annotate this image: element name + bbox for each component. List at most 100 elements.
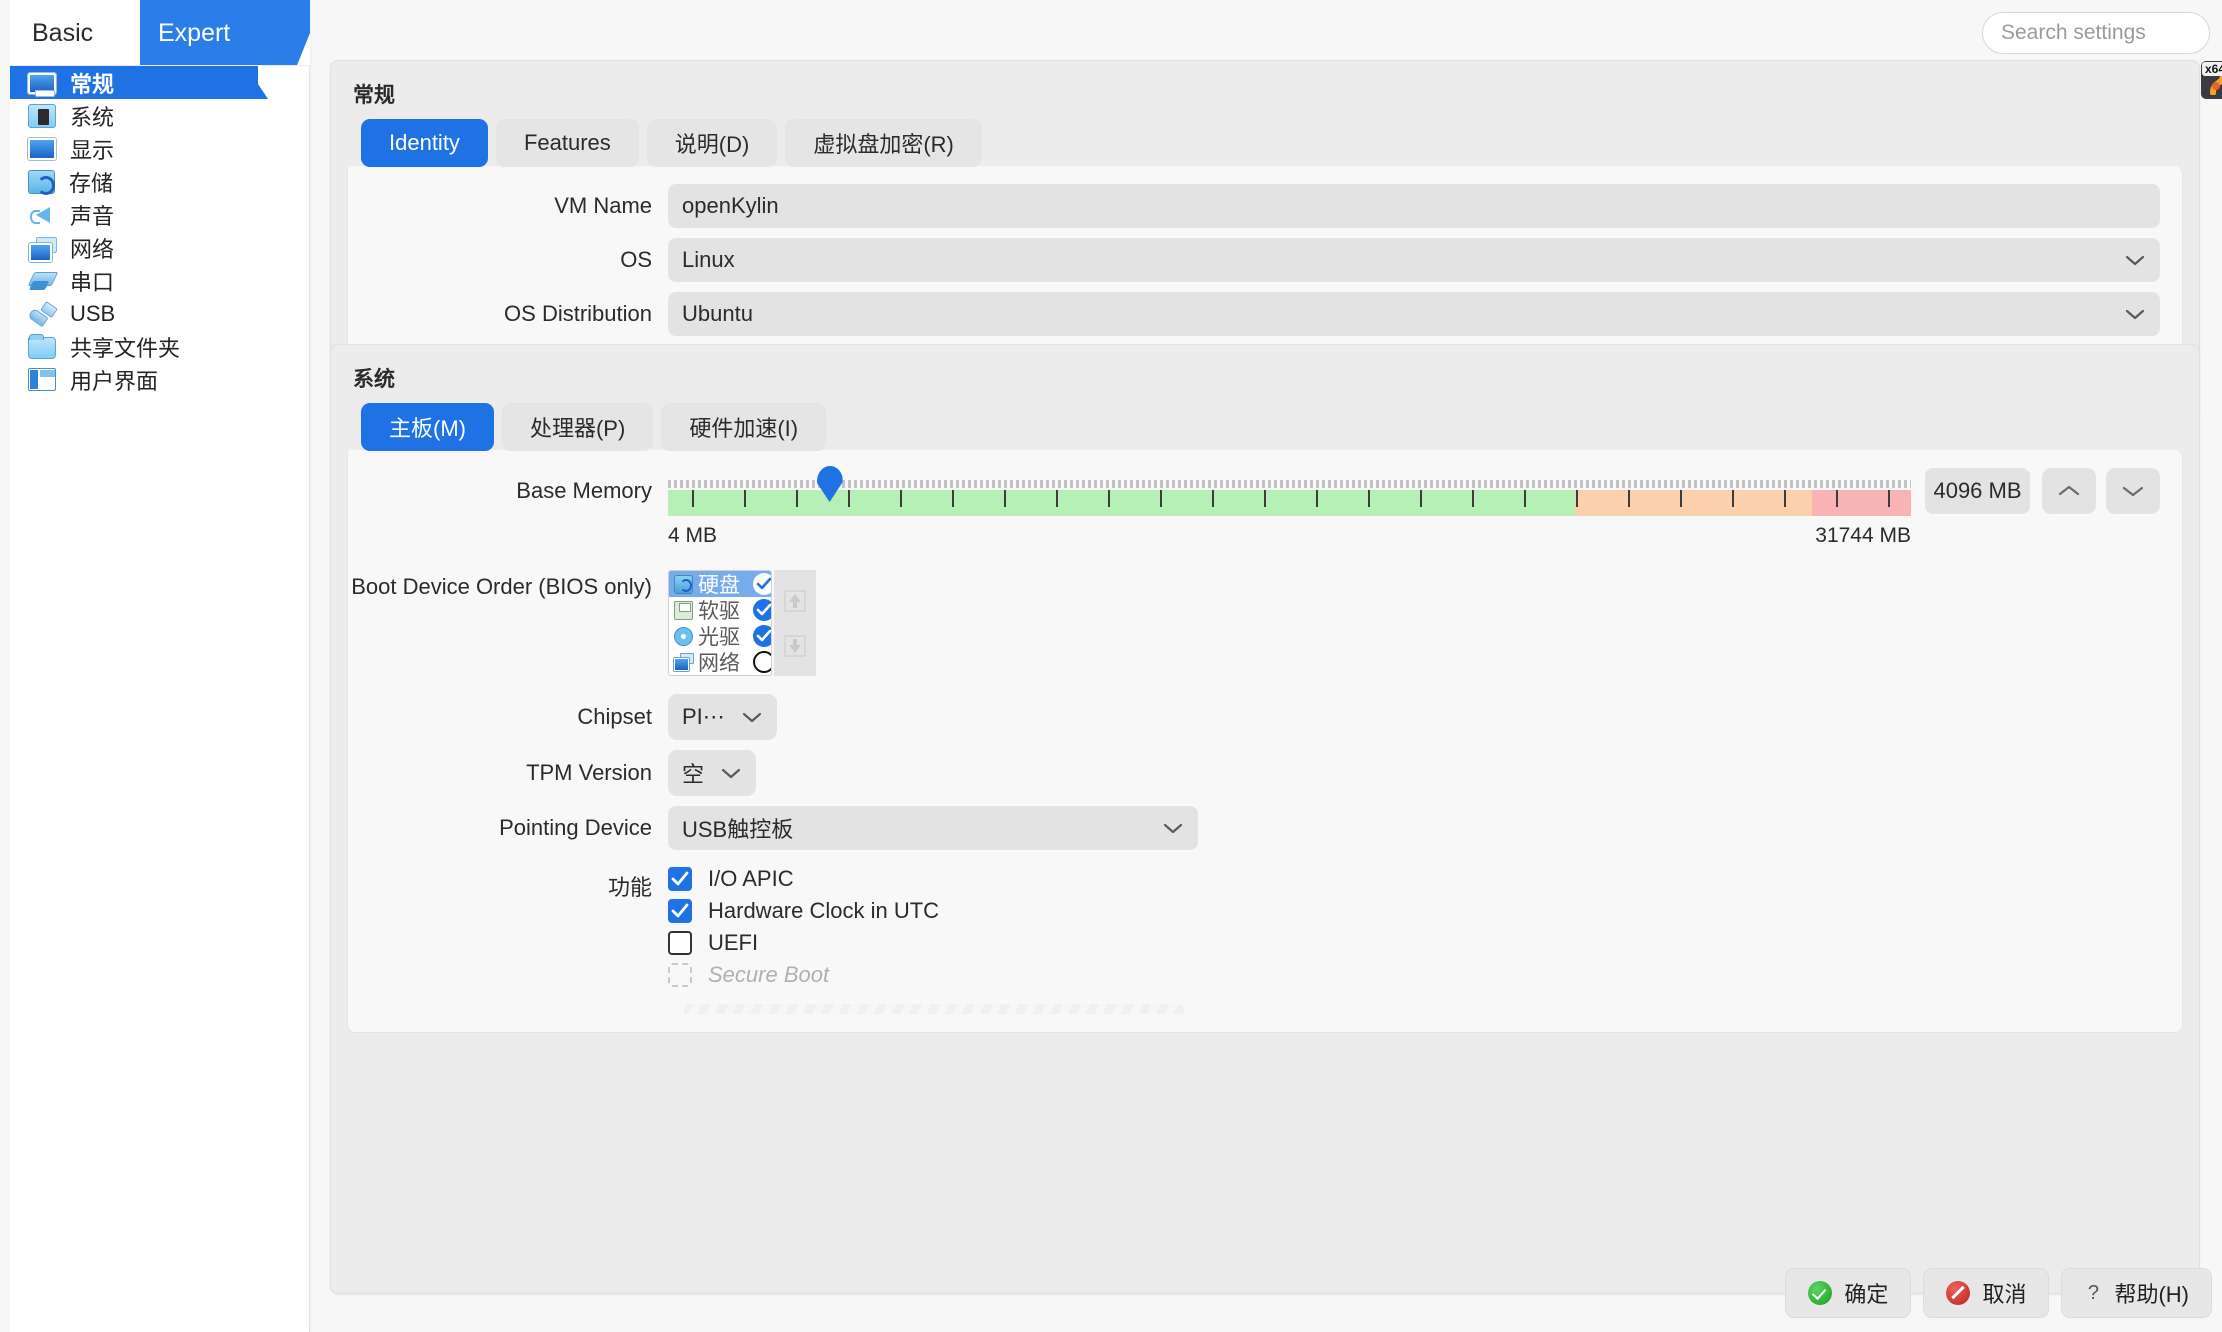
scale-labels: 4 MB 31744 MB (668, 524, 1911, 548)
settings-main: 常规 Identity Features 说明(D) 虚拟盘加密(R) VM Name… (330, 0, 2222, 1332)
general-field-2[interactable]: Linux (668, 238, 2160, 282)
tab-3[interactable]: 说明(D) (646, 119, 778, 167)
general-field-label: OS (620, 247, 652, 272)
boot-order-control: 硬盘 软驱 光驱 网络 (668, 570, 816, 676)
sidebar-item-label: 存储 (69, 170, 114, 196)
chipset-label: Chipset (577, 704, 652, 729)
boot-checkbox[interactable] (753, 599, 771, 621)
network-icon (28, 236, 57, 262)
tab-1[interactable]: Identity (361, 119, 488, 167)
system-panel-title: 系统 (353, 368, 395, 391)
sidebar-item-5[interactable]: 声音 (10, 198, 309, 231)
expert-mode-tab[interactable]: Expert (158, 0, 231, 65)
tab-2[interactable]: 处理器(P) (501, 403, 654, 451)
sidebar-item-8[interactable]: USB (10, 297, 309, 330)
feature-checkbox-row[interactable]: I/O APIC (668, 866, 939, 892)
base-memory-slider[interactable]: 4 MB 31744 MB (668, 466, 1911, 548)
harddisk-icon (674, 574, 693, 594)
tpm-version-value: 空 (682, 762, 705, 787)
boot-order-list[interactable]: 硬盘 软驱 光驱 网络 (668, 570, 772, 676)
base-memory-row: Base Memory 4 MB 31744 MB 4096 MB (348, 466, 2160, 548)
boot-list-item[interactable]: 网络 (669, 649, 771, 675)
boot-list-item[interactable]: 软驱 (669, 597, 771, 623)
boot-list-item[interactable]: 光驱 (669, 623, 771, 649)
tab-1[interactable]: 主板(M) (361, 403, 494, 451)
general-field-value: openKylin (682, 193, 779, 218)
monitor-icon (28, 72, 56, 97)
memory-decrease-button[interactable] (2106, 468, 2160, 514)
boot-item-label: 硬盘 (698, 574, 740, 597)
general-field-row: VM Name openKylin (348, 184, 2160, 228)
dialog-footer: 确定 取消 ? 帮助(H) (1785, 1268, 2212, 1318)
tpm-version-row: TPM Version 空 (348, 750, 2160, 796)
cancel-button-label: 取消 (1982, 1282, 2027, 1307)
expert-mode-label: Expert (158, 18, 231, 47)
boot-list-item[interactable]: 硬盘 (669, 571, 771, 597)
basic-mode-tab[interactable]: Basic (10, 0, 140, 65)
architecture-badge-label: x64 (2202, 62, 2222, 76)
basic-mode-label: Basic (32, 18, 94, 47)
feature-checkbox[interactable] (668, 931, 692, 955)
mode-toggle[interactable]: Basic Expert (10, 0, 310, 66)
userinterface-icon (28, 368, 56, 391)
general-tabs[interactable]: Identity Features 说明(D) 虚拟盘加密(R) (361, 119, 2183, 167)
sidebar-item-7[interactable]: 串口 (10, 264, 309, 297)
feature-label: Secure Boot (708, 962, 830, 987)
sidebar-item-label: 系统 (70, 104, 115, 130)
folder-icon (28, 333, 56, 359)
feature-checkbox[interactable] (668, 963, 692, 987)
general-field-3[interactable]: Ubuntu (668, 292, 2160, 336)
feature-checkbox-row[interactable]: Hardware Clock in UTC (668, 898, 939, 924)
search-input[interactable] (2001, 21, 2222, 45)
feature-label: UEFI (708, 930, 759, 955)
pointing-device-select[interactable]: USB触控板 (668, 806, 1198, 850)
general-field-value: Ubuntu (682, 301, 753, 326)
question-mark-icon: ? (2087, 1281, 2100, 1304)
general-field-1[interactable]: openKylin (668, 184, 2160, 228)
settings-sidebar: Basic Expert 常规系统 显示存储 声音 网络 串口 USB 共享文件夹 用户界面 (10, 0, 310, 1332)
tpm-version-label: TPM Version (526, 760, 652, 785)
sidebar-item-1[interactable]: 常规 (10, 66, 309, 99)
sidebar-item-9[interactable]: 共享文件夹 (10, 330, 309, 363)
slider-groove[interactable] (668, 480, 1911, 488)
boot-checkbox[interactable] (753, 573, 771, 595)
feature-checkbox-row[interactable]: Secure Boot (668, 962, 939, 988)
tab-2[interactable]: Features (495, 119, 639, 167)
sidebar-item-6[interactable]: 网络 (10, 231, 309, 264)
boot-checkbox[interactable] (753, 625, 771, 647)
architecture-badge-icon: x64 (2201, 61, 2222, 99)
move-up-icon[interactable] (782, 588, 808, 614)
cancel-icon (1946, 1281, 1971, 1305)
chipset-value: PI⋯ (682, 704, 725, 729)
boot-order-row: Boot Device Order (BIOS only) 硬盘 软驱 光驱 网络 (348, 570, 2160, 676)
ok-button[interactable]: 确定 (1785, 1268, 1912, 1318)
features-label: 功能 (607, 875, 652, 900)
sidebar-item-label: 常规 (70, 71, 115, 97)
sidebar-item-4[interactable]: 存储 (10, 165, 309, 198)
tpm-version-select[interactable]: 空 (668, 750, 757, 796)
sidebar-item-3[interactable]: 显示 (10, 132, 309, 165)
system-tabs[interactable]: 主板(M) 处理器(P) 硬件加速(I) (361, 403, 2183, 451)
move-down-icon[interactable] (782, 633, 808, 659)
feature-checkbox[interactable] (668, 899, 692, 923)
sidebar-item-10[interactable]: 用户界面 (10, 363, 309, 396)
tab-4[interactable]: 虚拟盘加密(R) (785, 119, 982, 167)
tab-3[interactable]: 硬件加速(I) (661, 403, 827, 451)
memory-value-field[interactable]: 4096 MB (1925, 468, 2030, 514)
memory-increase-button[interactable] (2042, 468, 2096, 514)
help-button[interactable]: ? 帮助(H) (2061, 1268, 2212, 1318)
pointing-device-row: Pointing Device USB触控板 (348, 806, 2160, 850)
memory-min-label: 4 MB (668, 524, 718, 547)
usb-icon (28, 302, 56, 326)
pointing-device-label: Pointing Device (499, 815, 652, 840)
feature-checkbox[interactable] (668, 867, 692, 891)
search-box[interactable] (1982, 12, 2222, 54)
feature-checkbox-row[interactable]: UEFI (668, 930, 939, 956)
boot-order-arrows (774, 570, 816, 676)
sidebar-item-2[interactable]: 系统 (10, 99, 309, 132)
chipset-select[interactable]: PI⋯ (668, 694, 777, 740)
cancel-button[interactable]: 取消 (1923, 1268, 2050, 1318)
boot-checkbox[interactable] (753, 651, 771, 673)
harddisk-icon (28, 169, 55, 195)
memory-max-label: 31744 MB (1815, 524, 1911, 547)
